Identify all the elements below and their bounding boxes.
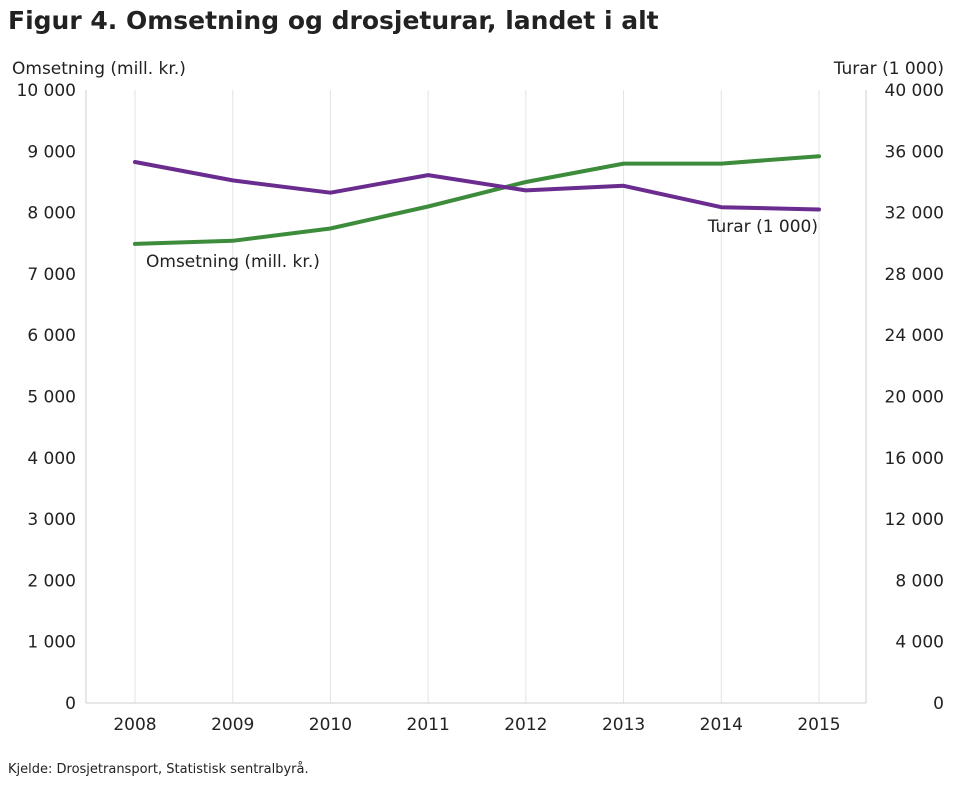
x-tick-label: 2011 (407, 715, 450, 735)
y-tick-label-right: 36 000 (885, 142, 944, 162)
series-lines (133, 154, 821, 246)
y-tick-label-right: 32 000 (885, 204, 944, 224)
chart-title: Figur 4. Omsetning og drosjeturar, lande… (8, 6, 659, 35)
y-tick-label-right: 20 000 (885, 388, 944, 408)
y-tick-label-left: 3 000 (27, 510, 76, 530)
y-tick-label-right: 0 (933, 694, 944, 714)
tick-labels: 0 1 000 2 000 3 000 4 000 5 000 6 000 7 000 8 00… (17, 81, 944, 735)
axes (85, 90, 867, 704)
x-tick-label: 2008 (113, 715, 156, 735)
y-tick-label-left: 9 000 (27, 142, 76, 162)
y-tick-label-right: 28 000 (885, 265, 944, 285)
y-tick-label-right: 40 000 (885, 81, 944, 101)
series-label-turar: Turar (1 000) (707, 217, 818, 237)
x-tick-label: 2012 (504, 715, 547, 735)
y-tick-label-right: 24 000 (885, 326, 944, 346)
y-tick-label-left: 10 000 (17, 81, 76, 101)
y-tick-label-right: 4 000 (895, 633, 944, 653)
y-tick-label-right: 16 000 (885, 449, 944, 469)
y-tick-label-left: 7 000 (27, 265, 76, 285)
x-tick-label: 2009 (211, 715, 254, 735)
y-tick-label-right: 8 000 (895, 571, 944, 591)
y-tick-label-left: 4 000 (27, 449, 76, 469)
x-tick-label: 2015 (797, 715, 840, 735)
series-line-omsetning (133, 154, 821, 246)
y-tick-label-left: 8 000 (27, 204, 76, 224)
y-tick-label-left: 6 000 (27, 326, 76, 346)
x-tick-label: 2014 (700, 715, 743, 735)
y-tick-label-left: 5 000 (27, 388, 76, 408)
source-note: Kjelde: Drosjetransport, Statistisk sent… (8, 762, 309, 777)
x-tick-label: 2010 (309, 715, 352, 735)
y-tick-label-right: 12 000 (885, 510, 944, 530)
series-line-turar (133, 160, 821, 212)
y-axis-label-left: Omsetning (mill. kr.) (12, 59, 186, 79)
x-tick-label: 2013 (602, 715, 645, 735)
y-tick-label-left: 0 (65, 694, 76, 714)
y-tick-label-left: 1 000 (27, 633, 76, 653)
series-label-omsetning: Omsetning (mill. kr.) (146, 252, 320, 272)
y-tick-label-left: 2 000 (27, 571, 76, 591)
y-axis-label-right: Turar (1 000) (833, 59, 944, 79)
